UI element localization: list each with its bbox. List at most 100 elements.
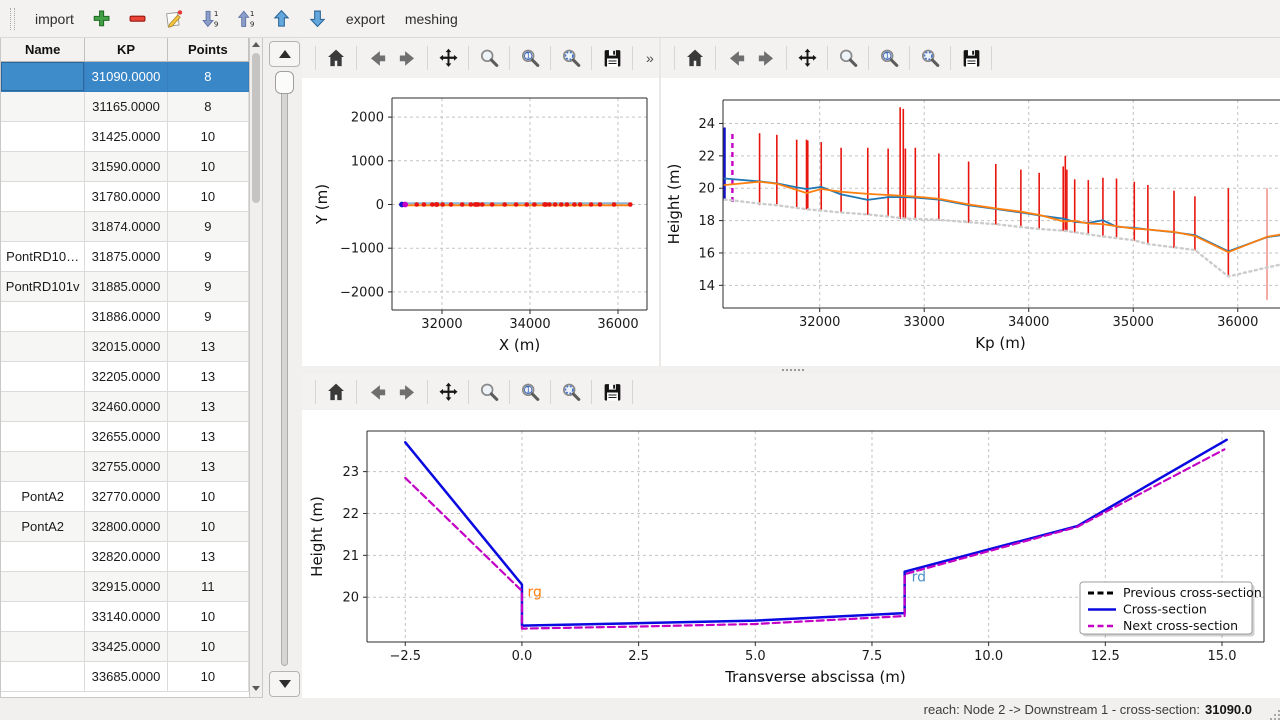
table-row[interactable]: PontRD101v31885.00009 [1, 272, 249, 302]
cell-name [1, 542, 85, 572]
next-section-button[interactable] [269, 671, 300, 697]
sort-ascending-button[interactable]: 19 [228, 4, 264, 34]
nav-back-button[interactable] [721, 43, 751, 73]
remove-button[interactable] [120, 4, 156, 34]
nav-save-button[interactable] [956, 43, 986, 73]
import-button[interactable]: import [25, 6, 84, 32]
toolbar-drag-handle[interactable] [10, 8, 15, 30]
table-row[interactable]: 32205.000013 [1, 362, 249, 392]
scroll-down-icon[interactable] [250, 682, 262, 695]
edit-button[interactable] [156, 4, 192, 34]
nav-save-button[interactable] [597, 377, 627, 407]
cell-name [1, 182, 85, 212]
svg-text:9: 9 [250, 20, 255, 29]
toolbar-separator [591, 46, 592, 70]
nav-save-button[interactable] [597, 43, 627, 73]
nav-pan-button[interactable] [433, 43, 463, 73]
section-slider-track[interactable] [281, 74, 288, 666]
nav-forward-button[interactable] [392, 377, 422, 407]
table-row[interactable]: PontRD10…31875.00009 [1, 242, 249, 272]
move-up-button[interactable] [264, 4, 300, 34]
cell-points: 13 [168, 332, 249, 362]
resize-grip-icon[interactable] [1274, 714, 1276, 716]
toolbar-separator [991, 46, 992, 70]
nav-back-button[interactable] [362, 377, 392, 407]
export-button[interactable]: export [336, 6, 395, 32]
nav-zoom-button[interactable] [474, 377, 504, 407]
add-button[interactable] [84, 4, 120, 34]
svg-text:12.5: 12.5 [1091, 649, 1120, 664]
cell-kp: 31885.0000 [85, 272, 167, 302]
cell-kp: 31590.0000 [85, 152, 167, 182]
nav-zoom-one-button[interactable]: 1 [515, 43, 545, 73]
table-row[interactable]: PontA232800.000010 [1, 512, 249, 542]
table-row[interactable]: 32460.000013 [1, 392, 249, 422]
table-row[interactable]: 33685.000010 [1, 662, 249, 692]
nav-zoom-region-button[interactable] [915, 43, 945, 73]
svg-text:2000: 2000 [351, 111, 384, 126]
column-header-kp[interactable]: KP [85, 38, 167, 62]
table-row[interactable]: 33140.000010 [1, 602, 249, 632]
table-row[interactable]: 32820.000013 [1, 542, 249, 572]
svg-text:7.5: 7.5 [862, 649, 883, 664]
cell-points: 13 [168, 542, 249, 572]
meshing-button[interactable]: meshing [395, 6, 468, 32]
table-row[interactable]: 32755.000013 [1, 452, 249, 482]
nav-forward-button[interactable] [751, 43, 781, 73]
toolbar-separator [356, 46, 357, 70]
horizontal-splitter[interactable] [302, 366, 1280, 374]
zoom-icon [478, 381, 501, 404]
cross-section-table[interactable]: NameKPPoints 31090.0000831165.0000831425… [0, 38, 250, 698]
toolbar-separator [315, 380, 316, 404]
scroll-up-icon[interactable] [250, 38, 262, 51]
cell-points: 10 [168, 512, 249, 542]
pan-icon [437, 381, 460, 404]
svg-text:rg: rg [528, 584, 542, 600]
nav-pan-button[interactable] [792, 43, 822, 73]
move-down-button[interactable] [300, 4, 336, 34]
table-row[interactable]: PontA232770.000010 [1, 482, 249, 512]
column-header-name[interactable]: Name [1, 38, 85, 62]
cross-section-chart[interactable]: −2.50.02.55.07.510.012.515.020212223Tran… [302, 410, 1280, 698]
column-header-points[interactable]: Points [168, 38, 249, 62]
table-row[interactable]: 32655.000013 [1, 422, 249, 452]
previous-section-button[interactable] [269, 41, 300, 67]
nav-home-button[interactable] [321, 377, 351, 407]
table-row[interactable]: 31425.000010 [1, 122, 249, 152]
toolbar-separator [909, 46, 910, 70]
cell-kp: 32820.0000 [85, 542, 167, 572]
longitudinal-profile-chart[interactable]: 3200033000340003500036000141618202224Kp … [661, 78, 1280, 366]
table-row[interactable]: 31886.00009 [1, 302, 249, 332]
nav-zoom-button[interactable] [474, 43, 504, 73]
table-row[interactable]: 31590.000010 [1, 152, 249, 182]
back-icon [725, 47, 748, 70]
nav-zoom-button[interactable] [833, 43, 863, 73]
nav-zoom-one-button[interactable]: 1 [515, 377, 545, 407]
table-row[interactable]: 32015.000013 [1, 332, 249, 362]
nav-zoom-region-button[interactable] [556, 43, 586, 73]
svg-text:Height (m): Height (m) [665, 164, 683, 245]
scrollbar-thumb[interactable] [252, 53, 260, 203]
nav-home-button[interactable] [321, 43, 351, 73]
svg-text:21: 21 [342, 549, 359, 564]
table-row[interactable]: 31165.00008 [1, 92, 249, 122]
svg-text:20: 20 [342, 591, 359, 606]
sort-descending-button[interactable]: 19 [192, 4, 228, 34]
nav-zoom-one-button[interactable]: 1 [874, 43, 904, 73]
plan-view-chart[interactable]: 320003400036000−2000−1000010002000X (m)Y… [302, 78, 659, 366]
table-row[interactable]: 32915.000011 [1, 572, 249, 602]
nav-zoom-region-button[interactable] [556, 377, 586, 407]
svg-text:5.0: 5.0 [745, 649, 766, 664]
table-row[interactable]: 31780.000010 [1, 182, 249, 212]
table-row[interactable]: 31090.00008 [1, 62, 249, 92]
nav-home-button[interactable] [680, 43, 710, 73]
section-slider-handle[interactable] [275, 71, 294, 94]
zoom-one-icon: 1 [519, 47, 542, 70]
table-row[interactable]: 31874.00009 [1, 212, 249, 242]
nav-forward-button[interactable] [392, 43, 422, 73]
table-row[interactable]: 33425.000010 [1, 632, 249, 662]
nav-back-button[interactable] [362, 43, 392, 73]
table-scrollbar[interactable] [250, 38, 263, 698]
nav-pan-button[interactable] [433, 377, 463, 407]
toolbar-overflow-button[interactable]: » [646, 50, 654, 66]
